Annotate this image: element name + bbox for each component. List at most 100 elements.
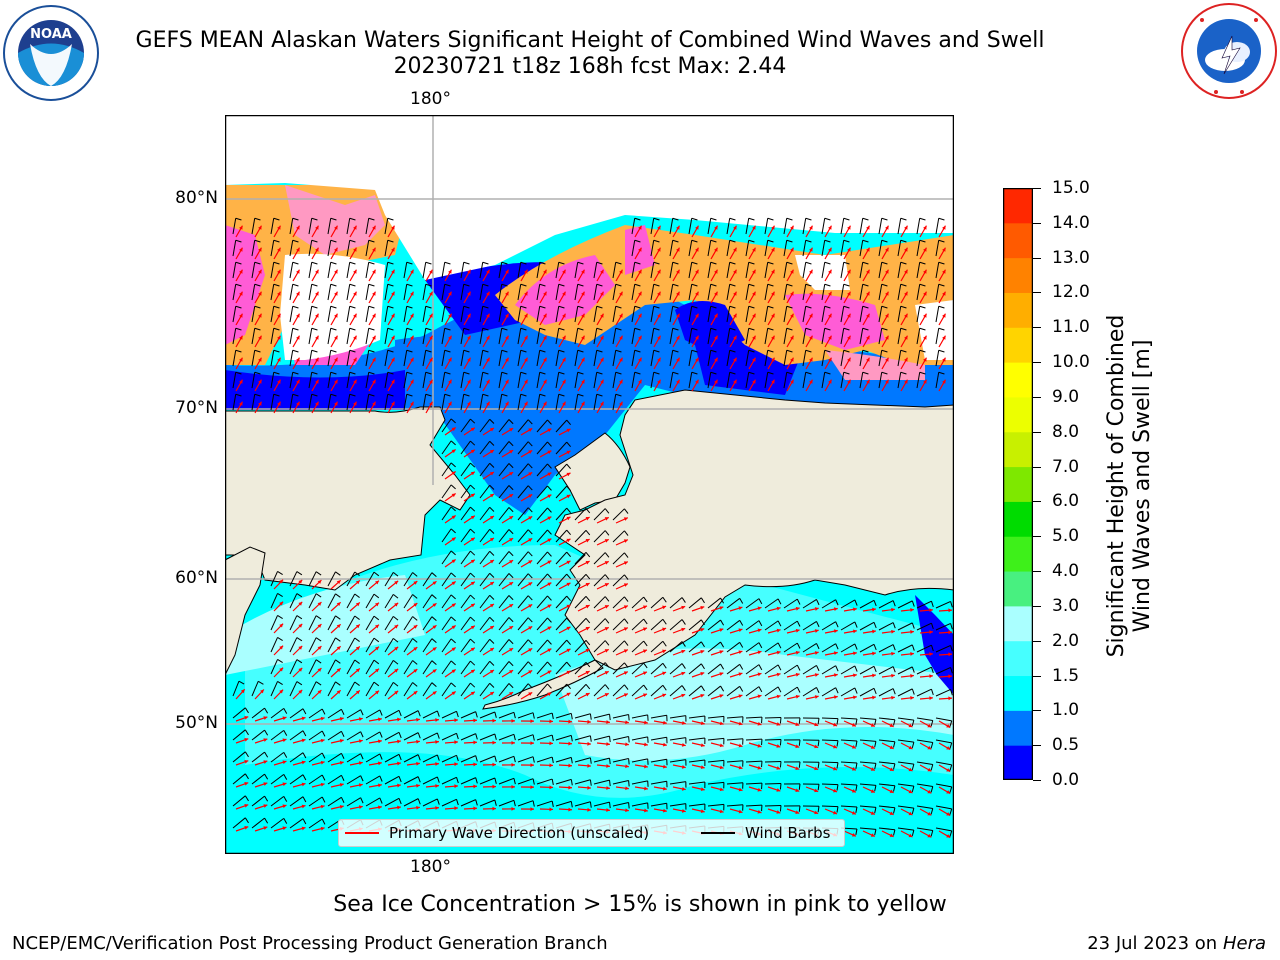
wind-barb: [441, 394, 446, 411]
wind-barb: [840, 805, 858, 808]
wind-barb-flag: [805, 305, 812, 309]
wave-arrow-head: [489, 691, 494, 696]
wind-barb: [251, 773, 265, 785]
wave-arrow-head: [738, 650, 743, 655]
wind-barb-flag: [720, 619, 725, 626]
wave-arrow-head: [334, 291, 338, 296]
wind-barb: [308, 637, 317, 653]
wind-barb: [935, 306, 940, 323]
wave-arrow-head: [927, 789, 932, 794]
wind-barb: [479, 394, 484, 411]
lat-label-70: 70°N: [175, 398, 218, 418]
wave-arrow-head: [528, 472, 533, 476]
wind-barb-flag: [470, 440, 476, 446]
wind-barb: [764, 218, 769, 235]
wave-arrow-head: [451, 449, 456, 454]
wind-barb-flag: [739, 598, 744, 604]
wind-barb: [422, 682, 433, 697]
wind-barb: [916, 805, 933, 809]
wind-barb-flag: [798, 761, 801, 768]
wind-barb-flag: [368, 283, 375, 287]
wave-arrow-head: [623, 649, 628, 653]
wind-barb: [783, 262, 788, 279]
wind-barb: [232, 394, 237, 411]
wind-barb-flag: [604, 530, 610, 536]
wind-barb: [498, 350, 503, 367]
wave-arrow-head: [719, 809, 724, 814]
wind-barb: [745, 804, 763, 807]
wave-arrow-head: [946, 834, 951, 838]
wind-barb: [403, 394, 408, 411]
wind-barb: [935, 717, 952, 722]
wind-barb-flag: [508, 683, 514, 689]
wind-barb-flag: [824, 217, 831, 221]
wind-barb-flag: [513, 800, 516, 807]
wave-arrow-head: [298, 623, 303, 628]
wave-arrow-head: [908, 745, 913, 750]
wind-barb: [745, 738, 763, 741]
wave-arrow-head: [795, 744, 800, 748]
lon-label-top: 180°: [410, 89, 451, 109]
wave-arrow-head: [258, 269, 262, 274]
wave-arrow-head: [470, 537, 475, 542]
wind-barb-flag: [881, 261, 888, 265]
wind-barb: [745, 372, 750, 389]
wind-barb-flag: [604, 684, 610, 690]
wind-barb: [669, 685, 683, 697]
wind-barb-flag: [527, 419, 533, 425]
wind-barb: [536, 595, 548, 609]
wind-barb: [422, 710, 438, 719]
wind-barb: [365, 306, 370, 323]
wind-barb: [707, 781, 724, 785]
wind-barb-flag: [938, 371, 945, 375]
wave-arrow-head: [700, 628, 705, 632]
wind-barb: [251, 817, 265, 829]
wind-barb-flag: [354, 681, 360, 686]
wave-arrow-head: [866, 247, 870, 252]
wind-barb: [384, 638, 394, 653]
wind-barb-flag: [798, 739, 801, 746]
wave-arrow-head: [946, 790, 951, 794]
wind-barb: [878, 372, 883, 389]
wave-arrow-head: [334, 313, 338, 318]
wind-barb-flag: [417, 732, 421, 739]
wind-barb-flag: [547, 419, 552, 425]
wind-barb-flag: [412, 660, 418, 665]
wind-barb: [593, 735, 610, 741]
wind-barb: [232, 773, 246, 785]
wave-arrow-head: [851, 723, 856, 727]
wave-arrow-head: [714, 335, 718, 340]
wind-barb: [346, 262, 351, 279]
wind-barb-flag: [862, 239, 869, 243]
wind-barb-flag: [539, 349, 546, 353]
wind-barb-flag: [892, 666, 896, 673]
wave-arrow-head: [296, 269, 300, 274]
wind-barb-flag: [379, 797, 383, 804]
wave-arrow-head: [642, 605, 647, 610]
wave-arrow-head: [394, 668, 399, 673]
wind-barb: [479, 262, 484, 279]
wind-barb-flag: [604, 596, 610, 602]
wind-barb-flag: [566, 639, 571, 646]
wind-barb: [688, 715, 705, 719]
wave-arrow-head: [814, 695, 819, 699]
legend-swatch-wind-barbs: [701, 832, 735, 834]
colorbar-tick-label: 4.0: [1052, 561, 1080, 582]
wind-barb-flag: [624, 596, 629, 602]
wind-barb: [555, 617, 568, 631]
wind-barb-flag: [862, 327, 869, 331]
wind-barb: [593, 574, 606, 587]
wind-barb-flag: [919, 305, 926, 309]
wave-arrow-head: [700, 721, 705, 725]
wind-barb-flag: [254, 349, 261, 353]
wind-barb-flag: [368, 371, 375, 375]
wind-barb: [574, 306, 579, 323]
wind-barb: [308, 774, 323, 785]
wave-direction-arrows-layer: [235, 225, 953, 839]
wind-barb-flag: [463, 283, 470, 287]
wind-barb: [802, 372, 807, 389]
wind-barb-flag: [532, 712, 535, 719]
wind-barb: [745, 760, 763, 763]
wind-barb-flag: [786, 261, 793, 265]
wind-barb-flag: [273, 349, 280, 353]
